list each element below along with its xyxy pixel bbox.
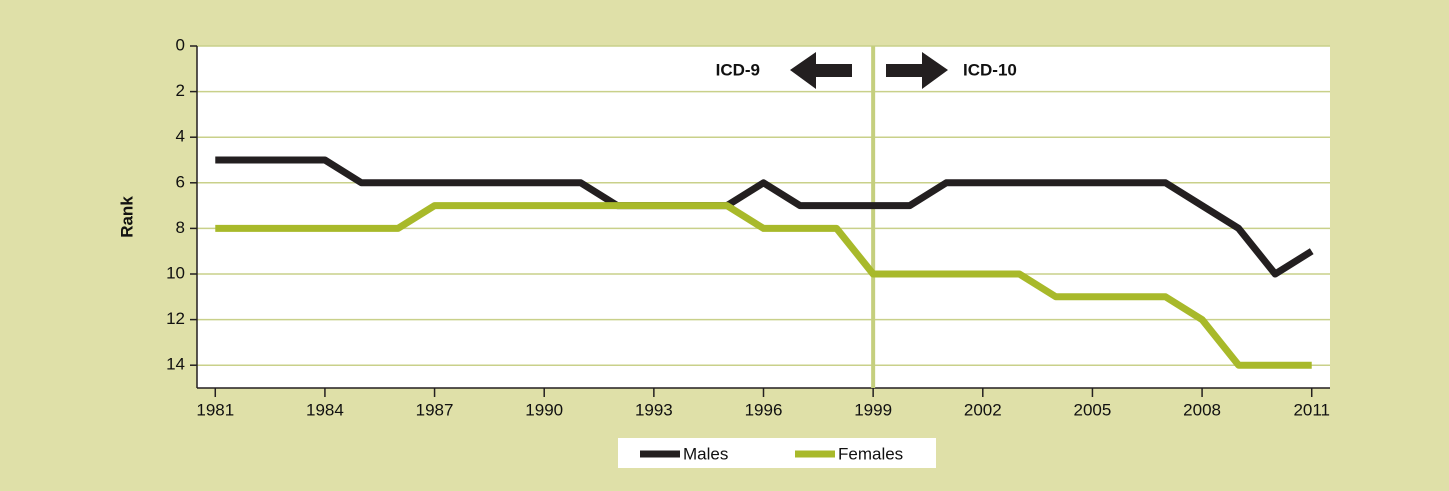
x-tick-label: 2011 — [1293, 400, 1330, 419]
x-tick-label: 1990 — [525, 400, 563, 419]
annotation: ICD-9 — [716, 60, 760, 79]
y-tick-label: 12 — [166, 309, 185, 328]
annotation: ICD-10 — [963, 60, 1017, 79]
plot-area — [197, 46, 1330, 388]
y-tick-label: 8 — [176, 218, 185, 237]
x-tick-label: 1993 — [635, 400, 673, 419]
series-line — [215, 202, 1312, 369]
arrow-right — [886, 52, 948, 89]
legend-label: Females — [838, 444, 903, 463]
series-line — [215, 156, 1314, 278]
y-tick-label: 6 — [176, 172, 185, 191]
y-axis-label: Rank — [117, 196, 136, 238]
x-tick-label: 1984 — [306, 400, 344, 419]
y-tick-label: 14 — [166, 355, 185, 374]
y-tick-label: 4 — [176, 127, 185, 146]
x-tick-label: 1996 — [745, 400, 783, 419]
x-tick-label: 2002 — [964, 400, 1002, 419]
legend-label: Males — [683, 444, 728, 463]
arrow-left — [790, 52, 852, 89]
y-tick-label: 0 — [176, 35, 185, 54]
x-tick-label: 1981 — [196, 400, 234, 419]
x-tick-label: 2008 — [1183, 400, 1221, 419]
y-tick-label: 2 — [176, 81, 185, 100]
y-tick-label: 10 — [166, 263, 185, 282]
x-tick-label: 2005 — [1074, 400, 1112, 419]
x-tick-label: 1999 — [854, 400, 892, 419]
x-tick-label: 1987 — [416, 400, 454, 419]
